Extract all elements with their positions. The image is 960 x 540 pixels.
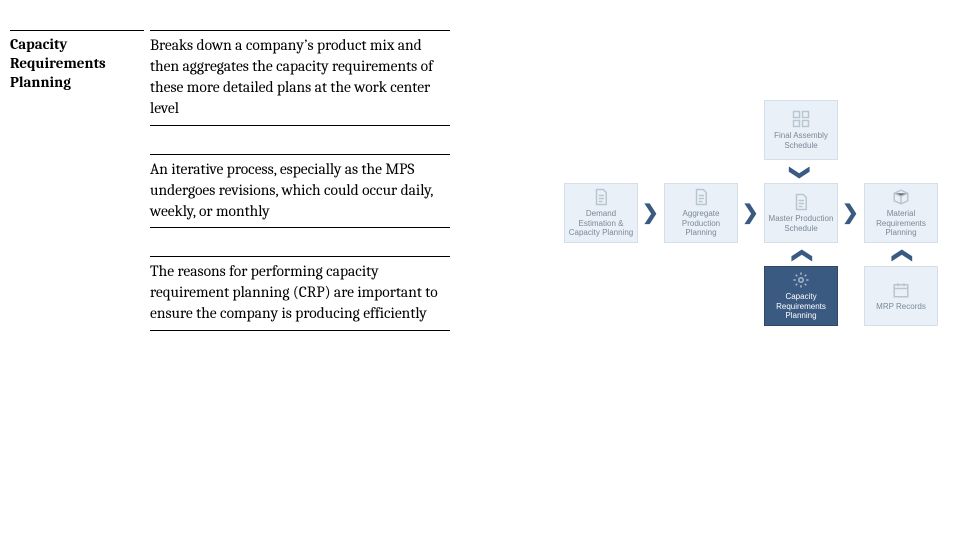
node-decp: Demand Estimation & Capacity Planning bbox=[564, 183, 638, 243]
chevron-right-icon: ❯ bbox=[842, 200, 859, 225]
node-crp: Capacity Requirements Planning bbox=[764, 266, 838, 326]
node-label: Material Requirements Planning bbox=[867, 209, 935, 238]
gear-icon bbox=[792, 271, 810, 289]
paragraph-3: The reasons for performing capacity requ… bbox=[150, 256, 450, 331]
heading-column: Capacity Requirements Planning bbox=[10, 30, 150, 510]
slide-heading: Capacity Requirements Planning bbox=[10, 30, 144, 91]
node-label: Master Production Schedule bbox=[767, 214, 835, 233]
node-fas: Final Assembly Schedule bbox=[764, 100, 838, 160]
node-mps: Master Production Schedule bbox=[764, 183, 838, 243]
node-label: Capacity Requirements Planning bbox=[767, 292, 835, 321]
doc-icon bbox=[792, 193, 810, 211]
chevron-right-icon: ❯ bbox=[742, 200, 759, 225]
node-label: Demand Estimation & Capacity Planning bbox=[567, 209, 635, 238]
diagram-column: Final Assembly Schedule Demand Estimation… bbox=[470, 30, 954, 510]
node-label: Aggregate Production Planning bbox=[667, 209, 735, 238]
chevron-right-icon: ❯ bbox=[642, 200, 659, 225]
grid-icon bbox=[792, 110, 810, 128]
doc-icon bbox=[592, 188, 610, 206]
slide: Capacity Requirements Planning Breaks do… bbox=[0, 0, 960, 540]
node-app: Aggregate Production Planning bbox=[664, 183, 738, 243]
body-column: Breaks down a company’s product mix and … bbox=[150, 30, 470, 510]
node-label: MRP Records bbox=[876, 302, 926, 312]
node-label: Final Assembly Schedule bbox=[767, 131, 835, 150]
cal-icon bbox=[892, 281, 910, 299]
chevron-up-icon: ❯ bbox=[888, 247, 913, 264]
paragraph-2: An iterative process, especially as the … bbox=[150, 154, 450, 229]
paragraph-1: Breaks down a company’s product mix and … bbox=[150, 30, 450, 126]
flow-diagram: Final Assembly Schedule Demand Estimation… bbox=[564, 70, 954, 320]
box-icon bbox=[892, 188, 910, 206]
node-mrp: Material Requirements Planning bbox=[864, 183, 938, 243]
chevron-up-icon: ❯ bbox=[788, 247, 813, 264]
chevron-down-icon: ❯ bbox=[788, 164, 813, 181]
doc-icon bbox=[692, 188, 710, 206]
node-mrpr: MRP Records bbox=[864, 266, 938, 326]
